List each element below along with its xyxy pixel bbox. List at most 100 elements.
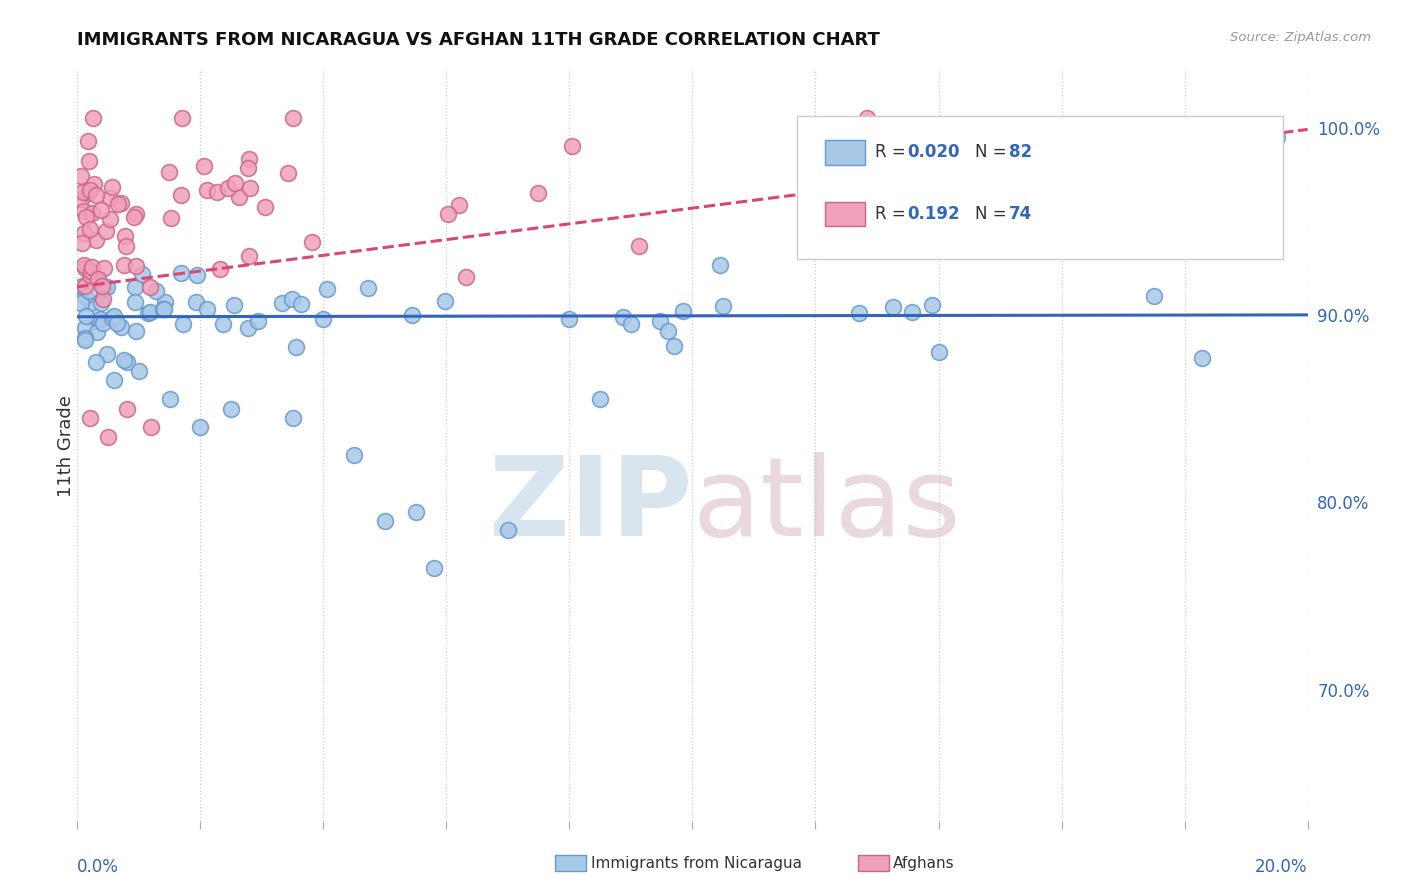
- Point: [79, 268, 101, 282]
- Point: [86, 188, 108, 202]
- Text: 0.0%: 0.0%: [77, 858, 120, 876]
- Point: [97, 430, 120, 444]
- Point: [93, 316, 115, 330]
- Text: 0.192: 0.192: [908, 205, 960, 223]
- Point: [114, 229, 136, 244]
- Point: [709, 258, 731, 272]
- Point: [901, 305, 924, 319]
- Point: [496, 524, 519, 538]
- Point: [195, 184, 218, 198]
- Point: [620, 318, 643, 332]
- Point: [141, 420, 163, 434]
- Point: [423, 561, 446, 575]
- Point: [928, 345, 950, 359]
- Point: [236, 161, 259, 175]
- Text: N =: N =: [976, 144, 1012, 161]
- Point: [159, 211, 181, 225]
- Point: [1265, 130, 1288, 145]
- Point: [90, 296, 112, 310]
- Point: [128, 364, 150, 378]
- FancyBboxPatch shape: [825, 140, 865, 165]
- Point: [794, 168, 817, 182]
- Point: [224, 298, 246, 312]
- Point: [73, 278, 96, 293]
- Point: [357, 280, 380, 294]
- Point: [79, 221, 101, 235]
- Point: [73, 261, 96, 276]
- Point: [73, 258, 96, 272]
- Point: [79, 184, 101, 198]
- Point: [77, 154, 100, 169]
- Point: [94, 224, 117, 238]
- Point: [91, 292, 114, 306]
- Point: [205, 185, 228, 199]
- Point: [270, 296, 292, 310]
- Text: N =: N =: [976, 205, 1012, 223]
- Point: [401, 308, 423, 322]
- Point: [80, 206, 103, 220]
- Point: [217, 181, 239, 195]
- Point: [281, 410, 304, 425]
- Point: [72, 185, 94, 199]
- Point: [75, 331, 97, 345]
- Point: [170, 112, 193, 126]
- Point: [238, 249, 260, 263]
- Point: [125, 207, 148, 221]
- Point: [101, 179, 124, 194]
- Point: [70, 235, 93, 250]
- Point: [454, 269, 477, 284]
- Point: [224, 176, 246, 190]
- Point: [110, 196, 132, 211]
- Point: [343, 449, 366, 463]
- Point: [107, 197, 129, 211]
- Point: [186, 268, 208, 282]
- Point: [112, 352, 135, 367]
- Point: [711, 299, 734, 313]
- Point: [114, 239, 136, 253]
- Point: [75, 309, 97, 323]
- Point: [89, 311, 111, 326]
- Point: [589, 392, 612, 407]
- Point: [96, 280, 118, 294]
- Point: [662, 338, 685, 352]
- Point: [70, 169, 93, 183]
- Point: [208, 261, 231, 276]
- Point: [311, 312, 333, 326]
- Point: [86, 271, 108, 285]
- Point: [115, 355, 138, 369]
- FancyBboxPatch shape: [825, 202, 865, 227]
- Point: [239, 181, 262, 195]
- Point: [70, 193, 93, 207]
- Point: [93, 260, 115, 275]
- Point: [561, 138, 583, 153]
- Point: [77, 186, 100, 200]
- Point: [70, 279, 93, 293]
- Point: [1234, 149, 1257, 163]
- Point: [882, 300, 904, 314]
- Point: [131, 267, 153, 281]
- Point: [648, 314, 671, 328]
- Point: [285, 340, 308, 354]
- Point: [124, 279, 146, 293]
- Point: [110, 319, 132, 334]
- Point: [188, 420, 212, 434]
- Point: [124, 295, 146, 310]
- Point: [70, 296, 93, 310]
- Point: [145, 284, 167, 298]
- Point: [77, 134, 100, 148]
- Point: [125, 324, 148, 338]
- Point: [172, 317, 194, 331]
- Point: [193, 160, 215, 174]
- Text: Afghans: Afghans: [893, 856, 955, 871]
- Point: [219, 401, 242, 416]
- Point: [612, 310, 634, 324]
- Point: [301, 235, 323, 249]
- Point: [374, 514, 396, 528]
- Point: [527, 186, 550, 200]
- Text: 82: 82: [1008, 144, 1032, 161]
- FancyBboxPatch shape: [797, 116, 1284, 259]
- Point: [184, 295, 207, 310]
- Point: [558, 312, 581, 326]
- Point: [75, 210, 97, 224]
- Point: [124, 259, 146, 273]
